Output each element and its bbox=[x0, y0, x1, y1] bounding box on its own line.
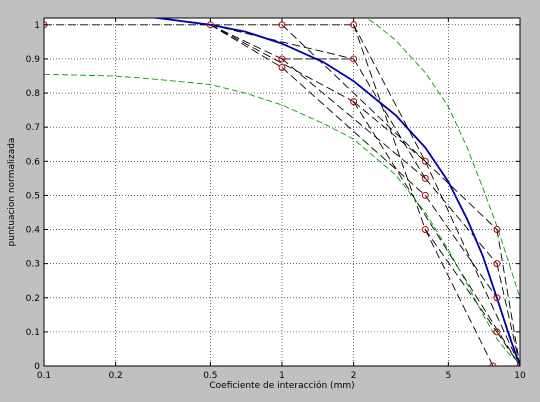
dashed-segment bbox=[496, 331, 520, 366]
x-tick-label: 2 bbox=[351, 371, 357, 381]
dashed-segment bbox=[210, 24, 283, 68]
data-point-marker bbox=[350, 98, 358, 106]
data-point-marker bbox=[493, 328, 501, 336]
data-point-marker bbox=[421, 174, 429, 182]
dashed-segment bbox=[353, 24, 426, 230]
y-tick-label: 0.8 bbox=[26, 89, 41, 99]
dashed-segment bbox=[424, 195, 498, 299]
y-tick-label: 0.5 bbox=[26, 191, 40, 201]
axis-ticks: 0.1 0.2 0.5 1 2 5 1000.10.20.30.40.50.60.70.80… bbox=[26, 18, 526, 381]
data-point-marker bbox=[489, 362, 497, 366]
x-tick-label: 0.1 bbox=[37, 371, 51, 381]
dashed-segment bbox=[210, 24, 354, 60]
dashed-segment bbox=[353, 24, 426, 162]
dashed-segment bbox=[496, 263, 520, 366]
x-axis-label: Coeficiente de interacción (mm) bbox=[209, 380, 354, 391]
y-axis-label: puntuacion normalizada bbox=[7, 138, 17, 247]
dashed-segment bbox=[281, 58, 426, 179]
data-point-marker bbox=[278, 55, 286, 63]
y-tick-label: 0.7 bbox=[26, 123, 40, 133]
x-tick-label: 10 bbox=[514, 371, 526, 381]
data-point-marker bbox=[493, 226, 501, 234]
data-layer bbox=[44, 18, 520, 366]
data-point-marker bbox=[278, 63, 286, 71]
y-tick-label: 0.2 bbox=[26, 294, 40, 304]
bound-curve bbox=[365, 18, 520, 298]
x-tick-label: 5 bbox=[445, 371, 451, 381]
y-tick-label: 0.3 bbox=[26, 260, 40, 270]
y-tick-label: 0.6 bbox=[26, 157, 41, 167]
dashed-segment bbox=[424, 229, 498, 333]
x-tick-label: 0.5 bbox=[203, 371, 217, 381]
y-tick-label: 0.9 bbox=[26, 55, 41, 65]
dashed-segment bbox=[424, 178, 498, 264]
x-tick-label: 1 bbox=[279, 371, 285, 381]
dashed-segment bbox=[424, 160, 498, 230]
y-tick-label: 0.1 bbox=[26, 328, 40, 338]
dashed-segment bbox=[353, 101, 426, 162]
dashed-segment bbox=[424, 229, 494, 366]
data-point-marker bbox=[421, 157, 429, 165]
data-point-marker bbox=[493, 294, 501, 302]
x-tick-label: 0.2 bbox=[108, 371, 122, 381]
dashed-segment bbox=[496, 229, 520, 366]
dashed-segment bbox=[424, 161, 520, 366]
data-point-marker bbox=[493, 260, 501, 268]
data-point-marker bbox=[421, 191, 429, 199]
dashed-segment bbox=[281, 67, 426, 196]
dashed-segment bbox=[281, 24, 426, 162]
fit-curve bbox=[146, 18, 520, 366]
data-point-marker bbox=[350, 55, 358, 63]
bound-curve bbox=[44, 73, 520, 363]
y-tick-label: 0.4 bbox=[26, 226, 41, 236]
dashed-segment bbox=[210, 24, 354, 102]
dashed-segment bbox=[353, 101, 520, 366]
y-tick-label: 0 bbox=[34, 362, 40, 372]
data-point-marker bbox=[421, 226, 429, 234]
y-tick-label: 1 bbox=[34, 21, 40, 31]
dashed-segment bbox=[210, 24, 283, 60]
